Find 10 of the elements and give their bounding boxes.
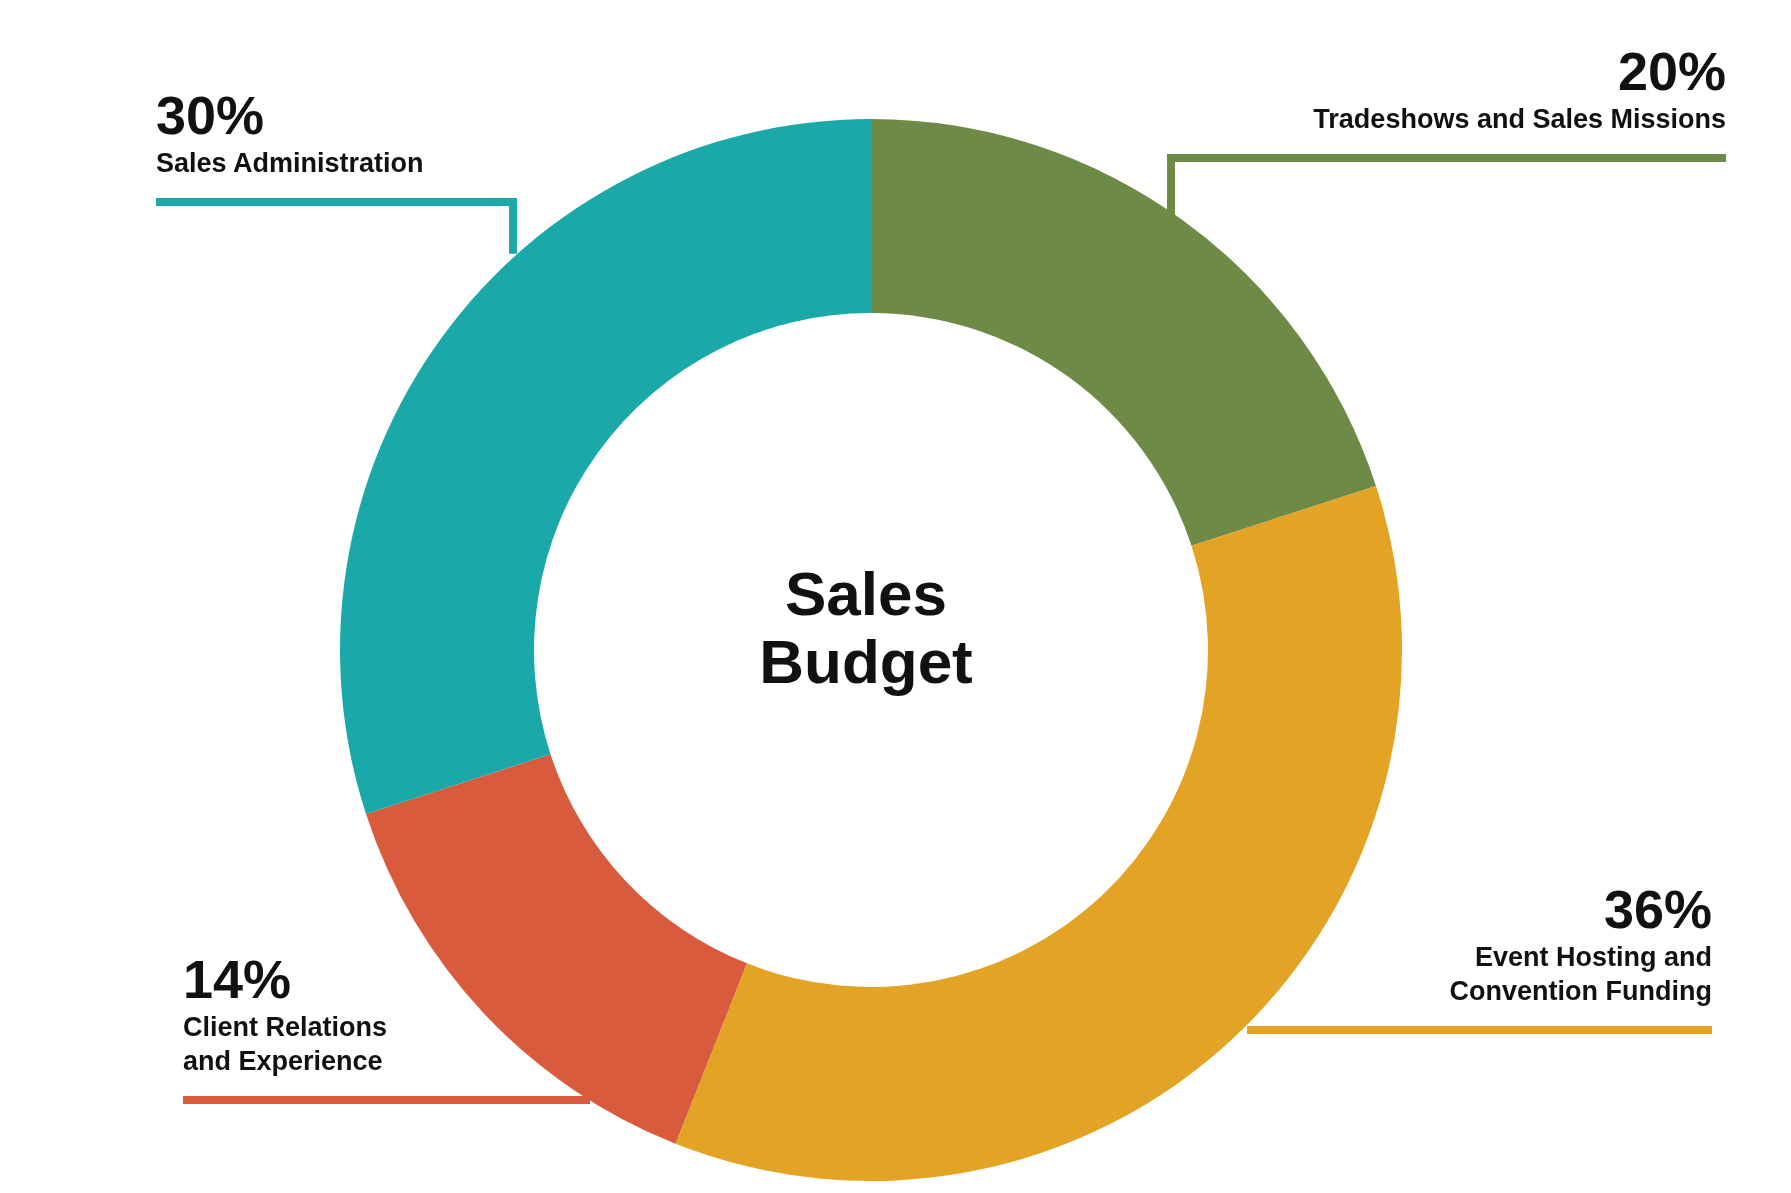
data-label: 20% [1617,41,1726,101]
text: Sales Budget [758,559,974,696]
slice-label: Client Relations and Experience [183,1012,388,1076]
slice-label: Event Hosting and Convention Funding [1449,942,1712,1006]
data-label: 30% [156,85,265,145]
data-label: 36% [1603,879,1712,939]
donut-slice [675,485,1401,1181]
data-label: 14% [183,949,292,1009]
slice-label: Sales Administration [156,148,424,178]
slice-label: Tradeshows and Sales Missions [1313,104,1726,134]
